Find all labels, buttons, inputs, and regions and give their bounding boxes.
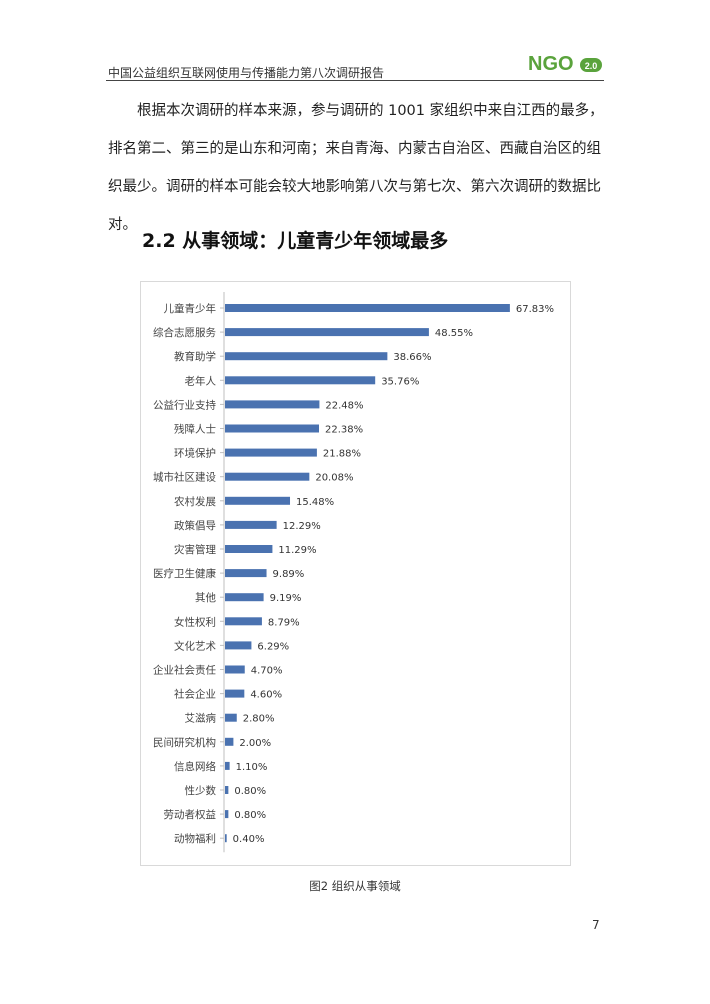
ngo-logo: NGO 2.0 xyxy=(528,48,604,78)
value-label: 8.79% xyxy=(268,617,300,628)
bar xyxy=(225,304,510,312)
category-label: 环境保护 xyxy=(174,447,216,460)
value-label: 35.76% xyxy=(381,376,419,387)
category-label: 艾滋病 xyxy=(185,712,217,725)
bar xyxy=(225,448,317,457)
figure-caption: 图2 组织从事领域 xyxy=(309,879,401,893)
bar xyxy=(225,786,229,794)
bar xyxy=(225,810,229,819)
value-label: 0.80% xyxy=(234,786,266,797)
value-label: 21.88% xyxy=(323,449,361,460)
bar-chart-frame: 儿童青少年 67.83% 综合志愿服务 48.55% 教育助学 38.66% 老年人 35.7… xyxy=(140,281,571,866)
value-label: 4.60% xyxy=(250,690,282,701)
bar xyxy=(225,713,237,722)
category-label: 女性权利 xyxy=(174,615,216,628)
bar-chart: 儿童青少年 67.83% 综合志愿服务 48.55% 教育助学 38.66% 老年人 35.7… xyxy=(153,292,554,853)
bar xyxy=(225,520,277,529)
section-title: 2.2 从事领域：儿童青少年领域最多 xyxy=(142,230,449,252)
logo-badge-shape xyxy=(580,58,602,72)
bar xyxy=(225,569,267,578)
category-label: 灾害管理 xyxy=(174,543,216,556)
category-label: 公益行业支持 xyxy=(153,398,216,411)
value-label: 4.70% xyxy=(251,666,283,677)
body-paragraph: 根据本次调研的样本来源，参与调研的 1001 家组织中来自江西的最多，排名第二、… xyxy=(108,92,604,244)
bar xyxy=(225,545,273,553)
value-label: 1.10% xyxy=(236,762,268,773)
category-label: 教育助学 xyxy=(174,350,216,363)
bar xyxy=(225,737,234,746)
category-label: 综合志愿服务 xyxy=(153,326,216,339)
bar xyxy=(225,665,245,674)
category-label: 动物福利 xyxy=(174,832,216,845)
header-rule xyxy=(106,80,604,81)
value-label: 2.00% xyxy=(239,738,271,749)
category-label: 民间研究机构 xyxy=(153,736,216,749)
value-label: 22.48% xyxy=(325,400,363,411)
category-label: 文化艺术 xyxy=(174,639,216,652)
bar xyxy=(225,689,245,698)
category-label: 老年人 xyxy=(185,374,217,387)
value-label: 0.80% xyxy=(234,810,266,821)
category-label: 城市社区建设 xyxy=(153,471,216,484)
bar xyxy=(225,352,388,361)
value-label: 20.08% xyxy=(315,473,353,484)
category-label: 信息网络 xyxy=(174,760,216,773)
value-label: 15.48% xyxy=(296,497,334,508)
bar xyxy=(225,834,227,843)
logo-badge-text: 2.0 xyxy=(585,61,598,71)
category-label: 残障人士 xyxy=(174,423,216,436)
category-label: 其他 xyxy=(195,591,216,604)
category-label: 农村发展 xyxy=(174,495,216,508)
category-label: 性少数 xyxy=(185,784,217,797)
value-label: 9.89% xyxy=(273,569,305,580)
value-label: 9.19% xyxy=(270,593,302,604)
category-label: 医疗卫生健康 xyxy=(153,567,216,580)
bar xyxy=(225,496,291,505)
value-label: 67.83% xyxy=(516,304,554,315)
bar xyxy=(225,761,230,770)
value-label: 48.55% xyxy=(435,328,473,339)
bar xyxy=(225,472,310,481)
bar xyxy=(225,593,264,602)
category-label: 社会企业 xyxy=(174,688,216,701)
value-label: 11.29% xyxy=(278,545,316,556)
bar xyxy=(225,641,252,650)
value-label: 2.80% xyxy=(243,714,275,725)
logo-text: NGO xyxy=(528,53,574,75)
page-number: 7 xyxy=(592,918,600,932)
category-label: 劳动者权益 xyxy=(164,808,217,821)
value-label: 0.40% xyxy=(233,834,265,845)
value-label: 6.29% xyxy=(257,641,289,652)
value-label: 22.38% xyxy=(325,425,363,436)
bar xyxy=(225,376,376,385)
category-label: 企业社会责任 xyxy=(153,664,216,677)
bar xyxy=(225,400,320,409)
paragraph-text: 根据本次调研的样本来源，参与调研的 1001 家组织中来自江西的最多，排名第二、… xyxy=(108,103,604,233)
value-label: 38.66% xyxy=(393,352,431,363)
bar xyxy=(225,617,262,626)
running-header: 中国公益组织互联网使用与传播能力第八次调研报告 xyxy=(108,66,385,80)
category-label: 儿童青少年 xyxy=(164,302,217,315)
bar xyxy=(225,424,319,433)
bar xyxy=(225,328,429,337)
value-label: 12.29% xyxy=(283,521,321,532)
category-label: 政策倡导 xyxy=(174,519,216,532)
